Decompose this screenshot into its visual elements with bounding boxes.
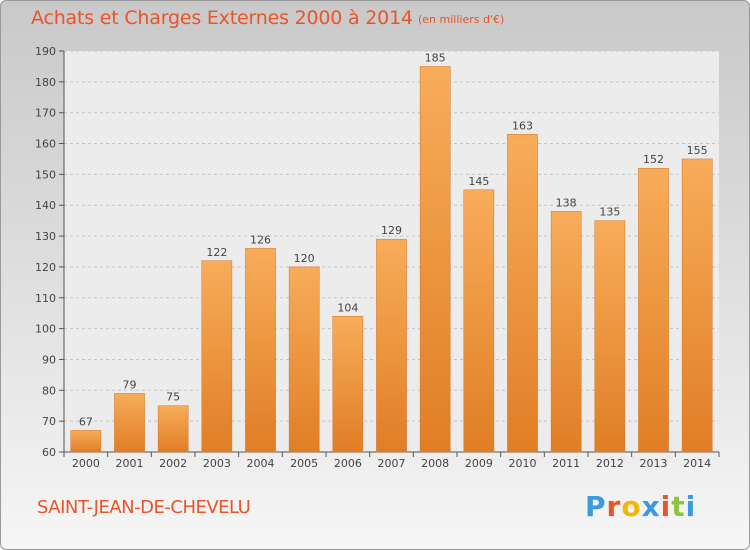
- x-tick-label-2006: 2006: [334, 457, 362, 470]
- bar-2003: [201, 260, 233, 453]
- logo-letter: P: [585, 490, 607, 523]
- bar-2013: [638, 167, 669, 453]
- y-tick-label: 120: [35, 261, 56, 274]
- bar-2010: [507, 134, 538, 453]
- y-tick-label: 190: [35, 45, 56, 58]
- bar-2014: [681, 158, 713, 453]
- x-tick-label-2004: 2004: [247, 457, 275, 470]
- y-tick-label: 60: [42, 446, 56, 459]
- y-tick-label: 130: [35, 230, 56, 243]
- logo-letter: o: [621, 490, 642, 523]
- data-label-2014: 155: [687, 144, 708, 157]
- logo-letter: i: [685, 490, 697, 523]
- bar-2009: [463, 189, 495, 453]
- y-tick-label: 150: [35, 168, 56, 181]
- data-label-2006: 104: [337, 301, 358, 314]
- bar-2000: [70, 430, 102, 453]
- commune-name: SAINT-JEAN-DE-CHEVELU: [37, 497, 251, 518]
- x-tick-label-2005: 2005: [290, 457, 318, 470]
- logo-letter: i: [660, 490, 672, 523]
- data-label-2000: 67: [79, 415, 93, 428]
- data-label-2004: 126: [250, 233, 271, 246]
- chart-unit: (en milliers d'€): [418, 13, 505, 26]
- data-label-2011: 138: [556, 196, 577, 209]
- x-tick-label-2013: 2013: [640, 457, 668, 470]
- x-tick-label-2014: 2014: [683, 457, 711, 470]
- data-label-2009: 145: [468, 175, 489, 188]
- y-tick-label: 170: [35, 107, 56, 120]
- y-tick-label: 160: [35, 138, 56, 151]
- data-label-2007: 129: [381, 224, 402, 237]
- x-tick-label-2012: 2012: [596, 457, 624, 470]
- bar-2008: [419, 66, 451, 453]
- bar-2005: [288, 266, 320, 453]
- data-label-2010: 163: [512, 119, 533, 132]
- data-label-2013: 152: [643, 153, 664, 166]
- x-tick-label-2010: 2010: [509, 457, 537, 470]
- bar-2006: [332, 316, 364, 453]
- bar-2011: [550, 211, 582, 453]
- y-tick-label: 100: [35, 323, 56, 336]
- y-tick-label: 110: [35, 292, 56, 305]
- x-tick-label-2009: 2009: [465, 457, 493, 470]
- bar-2001: [114, 393, 145, 453]
- data-label-2008: 185: [425, 51, 446, 64]
- logo-letter: r: [606, 490, 622, 523]
- y-tick-label: 70: [42, 415, 56, 428]
- bar-2004: [245, 248, 276, 453]
- x-tick-label-2000: 2000: [72, 457, 100, 470]
- y-tick-label: 180: [35, 76, 56, 89]
- data-label-2005: 120: [294, 252, 315, 265]
- proxiti-logo[interactable]: Proxiti: [585, 490, 696, 523]
- data-label-2001: 79: [123, 378, 137, 391]
- x-tick-label-2001: 2001: [116, 457, 144, 470]
- bar-2002: [157, 405, 189, 453]
- y-tick-label: 90: [42, 353, 56, 366]
- data-label-2002: 75: [166, 391, 180, 404]
- y-tick-label: 80: [42, 384, 56, 397]
- logo-letter: t: [671, 490, 686, 523]
- bar-2012: [594, 220, 626, 453]
- bar-2007: [376, 238, 407, 453]
- data-label-2012: 135: [599, 206, 620, 219]
- x-tick-label-2007: 2007: [378, 457, 406, 470]
- y-tick-label: 140: [35, 199, 56, 212]
- x-tick-label-2003: 2003: [203, 457, 231, 470]
- x-tick-label-2008: 2008: [421, 457, 449, 470]
- logo-letter: x: [641, 490, 661, 523]
- x-tick-label-2011: 2011: [552, 457, 580, 470]
- chart-title: Achats et Charges Externes 2000 à 2014: [31, 7, 413, 29]
- x-tick-label-2002: 2002: [159, 457, 187, 470]
- data-label-2003: 122: [206, 246, 227, 259]
